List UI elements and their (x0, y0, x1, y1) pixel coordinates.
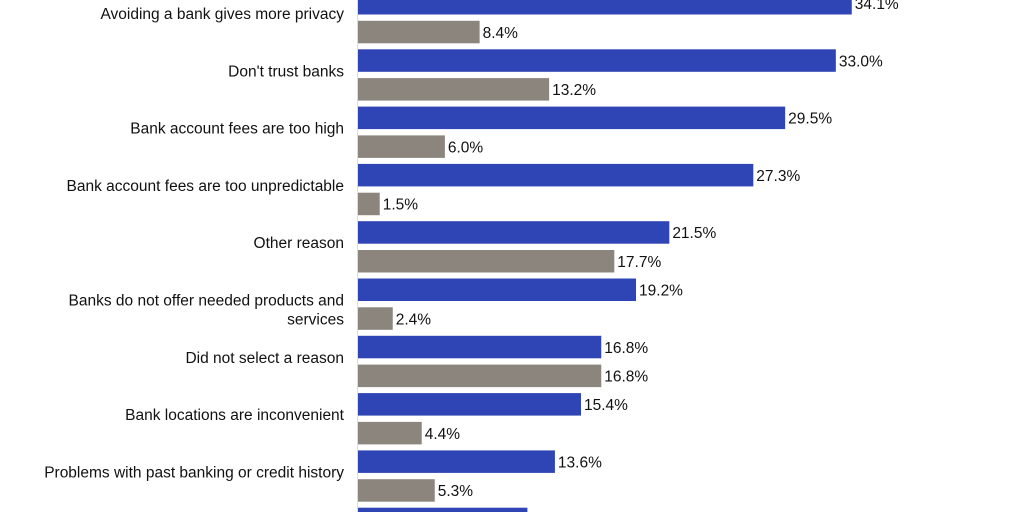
bar (358, 421, 422, 445)
data-label: 2.4% (396, 311, 432, 328)
bar (358, 106, 786, 130)
bar (358, 479, 435, 502)
bar (358, 507, 528, 512)
bar (358, 0, 852, 15)
category-label: Bank account fees are too unpredictable (67, 178, 344, 195)
category-label: Don't trust banks (228, 63, 344, 80)
data-label: 1.5% (383, 197, 419, 214)
category-label: Banks do not offer needed products and (69, 293, 344, 310)
bar (358, 78, 550, 101)
bar (358, 192, 380, 216)
bar (358, 307, 393, 330)
data-label: 27.3% (756, 168, 800, 185)
data-label: 16.8% (604, 340, 648, 357)
category-label: Bank locations are inconvenient (125, 407, 345, 424)
data-label: 8.4% (483, 25, 519, 42)
data-label: 29.5% (788, 111, 832, 128)
bar (358, 49, 836, 72)
data-label: 16.8% (604, 369, 648, 386)
bar (358, 335, 602, 359)
category-label: Bank account fees are too high (130, 121, 344, 138)
bar (358, 163, 754, 187)
bar (358, 221, 670, 244)
data-label: 15.4% (584, 397, 628, 414)
data-label: 4.4% (425, 426, 461, 443)
category-label: Avoiding a bank gives more privacy (100, 6, 344, 23)
data-label: 13.6% (558, 454, 602, 471)
category-label: Did not select a reason (185, 350, 344, 367)
category-label: Problems with past banking or credit his… (44, 464, 344, 481)
category-label: services (287, 312, 344, 329)
data-label: 21.5% (672, 225, 716, 242)
data-label: 33.0% (839, 53, 883, 70)
bar (358, 364, 602, 388)
bar (358, 135, 445, 158)
data-label: 34.1% (855, 0, 899, 13)
data-label: 17.7% (617, 254, 661, 271)
category-label: Other reason (254, 235, 344, 252)
data-label: 19.2% (639, 283, 683, 300)
bar (358, 20, 480, 44)
bar (358, 393, 581, 416)
data-label: 5.3% (438, 483, 474, 500)
data-label: 6.0% (448, 139, 484, 156)
bar (358, 250, 615, 273)
bar (358, 450, 555, 473)
data-label: 13.2% (552, 82, 596, 99)
bar (358, 278, 637, 301)
